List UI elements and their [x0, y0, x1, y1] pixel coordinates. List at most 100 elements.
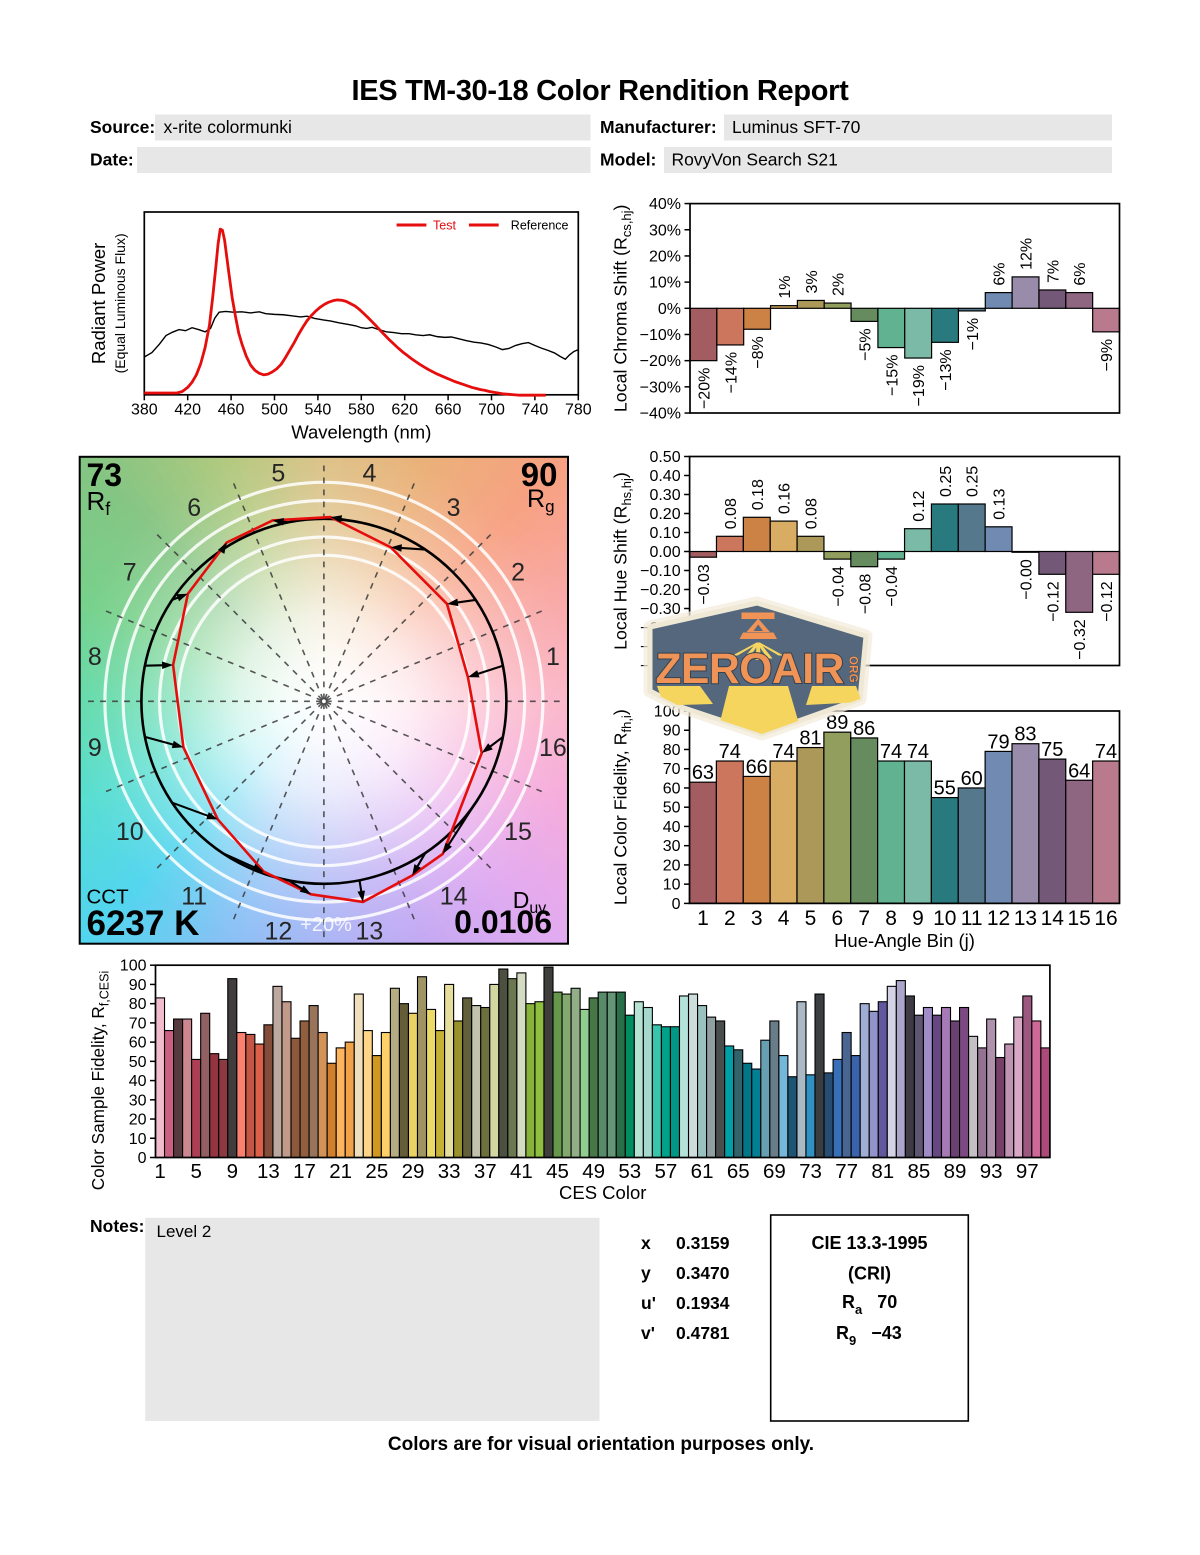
svg-text:57: 57: [655, 1160, 678, 1183]
svg-text:3%: 3%: [804, 270, 821, 293]
svg-text:4: 4: [362, 459, 376, 487]
svg-text:+20%: +20%: [300, 914, 352, 936]
svg-text:20%: 20%: [649, 248, 681, 265]
svg-text:0.18: 0.18: [750, 479, 767, 510]
svg-text:41: 41: [510, 1160, 533, 1183]
svg-text:0.08: 0.08: [804, 498, 821, 529]
svg-text:0.30: 0.30: [649, 487, 680, 504]
svg-text:7: 7: [123, 559, 137, 587]
svg-text:40%: 40%: [649, 196, 681, 213]
svg-text:40: 40: [663, 819, 681, 836]
svg-text:Hue-Angle Bin (j): Hue-Angle Bin (j): [834, 930, 975, 951]
svg-text:(CRI): (CRI): [848, 1264, 891, 1284]
svg-text:−0.20: −0.20: [640, 582, 681, 599]
svg-text:13: 13: [257, 1160, 280, 1183]
svg-text:40: 40: [129, 1073, 147, 1090]
svg-text:100: 100: [120, 958, 147, 975]
svg-text:30: 30: [663, 838, 681, 855]
svg-text:6: 6: [831, 907, 843, 930]
svg-text:7: 7: [858, 907, 870, 930]
svg-text:20: 20: [129, 1112, 147, 1129]
svg-text:81: 81: [799, 728, 821, 750]
svg-text:9: 9: [88, 734, 102, 762]
svg-text:85: 85: [907, 1160, 930, 1183]
svg-text:14: 14: [1041, 907, 1065, 930]
svg-text:50: 50: [663, 800, 681, 817]
svg-text:u': u': [641, 1293, 656, 1313]
svg-text:−0.12: −0.12: [1045, 581, 1062, 622]
svg-text:0.3159: 0.3159: [676, 1233, 730, 1253]
svg-text:500: 500: [261, 402, 288, 419]
svg-text:17: 17: [293, 1160, 316, 1183]
svg-text:60: 60: [129, 1035, 147, 1052]
svg-text:x: x: [641, 1233, 651, 1253]
svg-text:64: 64: [1068, 760, 1090, 782]
svg-text:0.1934: 0.1934: [676, 1293, 730, 1313]
svg-text:(Equal Luminous Flux): (Equal Luminous Flux): [112, 233, 128, 373]
svg-text:540: 540: [305, 402, 332, 419]
svg-text:380: 380: [131, 402, 158, 419]
svg-text:420: 420: [174, 402, 201, 419]
svg-text:74: 74: [880, 741, 902, 763]
svg-text:Colors are for visual orientat: Colors are for visual orientation purpos…: [388, 1434, 814, 1455]
svg-text:97: 97: [1016, 1160, 1039, 1183]
svg-text:12: 12: [987, 907, 1010, 930]
svg-text:CIE 13.3-1995: CIE 13.3-1995: [811, 1233, 927, 1253]
svg-text:8: 8: [88, 643, 102, 671]
svg-text:0.00: 0.00: [649, 544, 680, 561]
svg-text:8: 8: [885, 907, 897, 930]
svg-text:−0.04: −0.04: [830, 566, 847, 607]
svg-text:12%: 12%: [1019, 238, 1036, 270]
svg-text:15: 15: [1068, 907, 1091, 930]
svg-text:RovyVon Search S21: RovyVon Search S21: [672, 150, 838, 170]
svg-text:5: 5: [271, 459, 285, 487]
svg-text:Level 2: Level 2: [157, 1222, 212, 1241]
svg-text:CES Color: CES Color: [559, 1182, 646, 1203]
svg-text:80: 80: [129, 996, 147, 1013]
svg-text:0.3470: 0.3470: [676, 1263, 730, 1283]
svg-text:−0.32: −0.32: [1072, 619, 1089, 660]
svg-text:0.16: 0.16: [777, 483, 794, 514]
svg-text:80: 80: [663, 742, 681, 759]
svg-text:11: 11: [961, 907, 983, 930]
svg-text:660: 660: [435, 402, 462, 419]
svg-text:620: 620: [391, 402, 418, 419]
svg-text:0: 0: [138, 1150, 147, 1167]
svg-text:0%: 0%: [658, 301, 681, 318]
svg-text:13: 13: [1014, 907, 1037, 930]
svg-text:53: 53: [618, 1160, 641, 1183]
svg-text:89: 89: [944, 1160, 967, 1183]
svg-text:6237 K: 6237 K: [87, 904, 200, 943]
svg-text:60: 60: [663, 780, 681, 797]
svg-text:74: 74: [719, 741, 741, 763]
svg-text:45: 45: [546, 1160, 569, 1183]
svg-text:3: 3: [447, 494, 461, 522]
svg-text:740: 740: [522, 402, 549, 419]
svg-text:50: 50: [129, 1054, 147, 1071]
svg-text:1: 1: [546, 643, 560, 671]
svg-text:61: 61: [691, 1160, 714, 1183]
svg-text:6%: 6%: [1072, 262, 1089, 285]
svg-text:0.25: 0.25: [965, 466, 982, 497]
svg-text:−20%: −20%: [640, 353, 681, 370]
svg-text:1%: 1%: [777, 276, 794, 299]
svg-text:10: 10: [663, 877, 681, 894]
svg-text:Radiant Power: Radiant Power: [88, 243, 109, 364]
svg-text:Manufacturer:: Manufacturer:: [600, 117, 717, 137]
svg-text:55: 55: [934, 778, 956, 800]
svg-text:3: 3: [751, 907, 763, 930]
svg-text:−40%: −40%: [640, 406, 681, 423]
svg-text:780: 780: [565, 402, 592, 419]
svg-text:30: 30: [129, 1092, 147, 1109]
svg-text:−13%: −13%: [938, 349, 955, 390]
svg-text:−0.03: −0.03: [696, 564, 713, 605]
svg-text:81: 81: [871, 1160, 894, 1183]
svg-text:2: 2: [724, 907, 736, 930]
svg-text:Date:: Date:: [90, 150, 134, 170]
svg-text:65: 65: [727, 1160, 750, 1183]
svg-text:Wavelength (nm): Wavelength (nm): [291, 422, 431, 443]
svg-text:79: 79: [987, 731, 1009, 753]
svg-text:Source:: Source:: [90, 117, 155, 137]
svg-text:74: 74: [1095, 741, 1117, 763]
svg-text:ORG: ORG: [847, 656, 859, 683]
